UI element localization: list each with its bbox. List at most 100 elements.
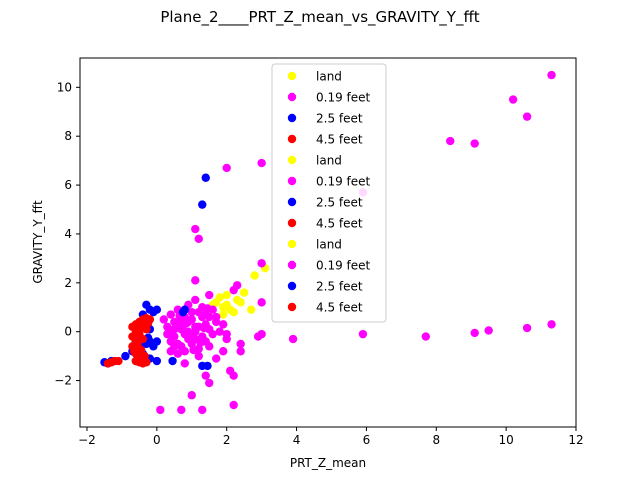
x-tick-label: 4 [293,433,301,447]
y-axis-label: GRAVITY_Y_fft [31,200,45,284]
data-point-1-88 [219,320,228,329]
data-point-1-24 [288,334,298,344]
legend-label-10: 2.5 feet [316,280,363,294]
legend-label-4: land [316,154,342,168]
data-point-0-10 [246,305,256,314]
legend-label-8: land [316,238,342,252]
data-point-3-3 [114,356,123,366]
data-point-1-97 [182,318,191,328]
data-point-1-89 [222,329,231,339]
data-point-3-29 [135,353,144,362]
legend-marker-10 [287,281,297,291]
data-point-0-5 [215,293,224,302]
y-tick-label: 2 [64,276,72,290]
data-point-1-37 [156,405,165,415]
data-point-1-30 [194,351,203,361]
data-point-3-2 [103,359,113,368]
data-point-1-82 [205,342,214,351]
data-point-0-7 [239,288,249,297]
legend-marker-0 [287,71,297,81]
data-point-2-5 [203,361,212,371]
y-tick-label: 6 [64,178,72,192]
x-tick-label: 0 [153,433,161,447]
legend-marker-1 [287,92,297,102]
data-point-1-36 [187,391,196,400]
legend-marker-5 [287,176,297,186]
legend-label-2: 2.5 feet [316,112,363,126]
data-point-1-35 [205,378,214,388]
data-point-2-6 [168,356,177,366]
data-point-1-39 [198,405,207,415]
data-point-1-98 [189,345,198,355]
data-point-0-6 [229,307,238,317]
data-point-1-0 [547,70,556,80]
legend-label-3: 4.5 feet [316,133,363,147]
data-point-3-22 [138,334,148,344]
legend-marker-6 [287,197,297,207]
data-point-1-23 [421,332,431,341]
data-point-2-21 [152,305,162,314]
x-tick-label: 8 [432,433,440,447]
data-point-1-8 [191,224,200,234]
data-point-2-1 [198,200,207,209]
legend-marker-4 [287,155,297,165]
data-point-0-14 [219,310,228,319]
data-point-1-95 [164,326,174,335]
data-point-2-17 [149,342,158,351]
legend-marker-8 [287,239,297,249]
legend-label-11: 4.5 feet [316,301,363,315]
data-point-1-11 [191,276,200,285]
x-axis-label: PRT_Z_mean [290,456,366,470]
x-tick-label: 6 [363,433,371,447]
legend-label-9: 0.19 feet [316,259,371,273]
y-tick-label: 0 [64,325,72,339]
data-point-0-13 [236,298,245,307]
data-point-1-40 [229,400,238,410]
data-point-1-41 [166,310,176,319]
data-point-0-8 [250,271,259,280]
data-point-1-75 [180,347,189,356]
data-point-1-28 [219,347,228,356]
legend-label-5: 0.19 feet [316,175,371,189]
data-point-1-6 [222,163,231,173]
y-tick-label: −2 [54,374,72,388]
x-tick-label: 2 [223,433,231,447]
data-point-1-31 [180,359,189,368]
legend-label-6: 2.5 feet [316,196,363,210]
data-point-1-17 [522,323,532,333]
legend: land 0.19 feet 2.5 feet 4.5 feet land 0.19 fe… [271,63,387,323]
legend-marker-7 [287,218,297,228]
x-tick-label: 12 [568,433,583,447]
data-point-1-4 [470,139,479,148]
legend-marker-3 [287,134,297,144]
legend-label-1: 0.19 feet [316,91,371,105]
legend-marker-11 [287,302,297,312]
data-point-3-24 [136,345,146,355]
legend-label-7: 4.5 feet [316,217,363,231]
data-point-0-12 [222,290,231,300]
data-point-1-92 [185,331,195,340]
y-tick-label: 10 [57,80,72,94]
plot-points [100,70,556,415]
data-point-1-19 [470,328,479,338]
data-point-2-3 [178,307,188,317]
data-point-1-5 [257,158,266,168]
data-point-3-27 [143,318,153,328]
data-point-1-29 [212,354,221,363]
legend-marker-2 [287,113,297,123]
data-point-1-18 [484,326,493,335]
data-point-1-93 [196,338,205,347]
data-point-1-86 [191,295,200,305]
data-point-2-11 [121,351,130,361]
x-tick-label: −2 [78,433,96,447]
chart-title: Plane_2____PRT_Z_mean_vs_GRAVITY_Y_fft [160,8,479,27]
data-point-1-34 [201,371,210,380]
data-point-1-58 [170,332,179,341]
data-point-1-1 [508,95,518,104]
legend-box [271,63,387,323]
legend-marker-9 [287,260,297,270]
y-tick-label: 8 [64,129,72,143]
data-point-1-13 [229,285,238,295]
data-point-1-27 [236,347,245,356]
data-point-1-70 [159,315,169,324]
